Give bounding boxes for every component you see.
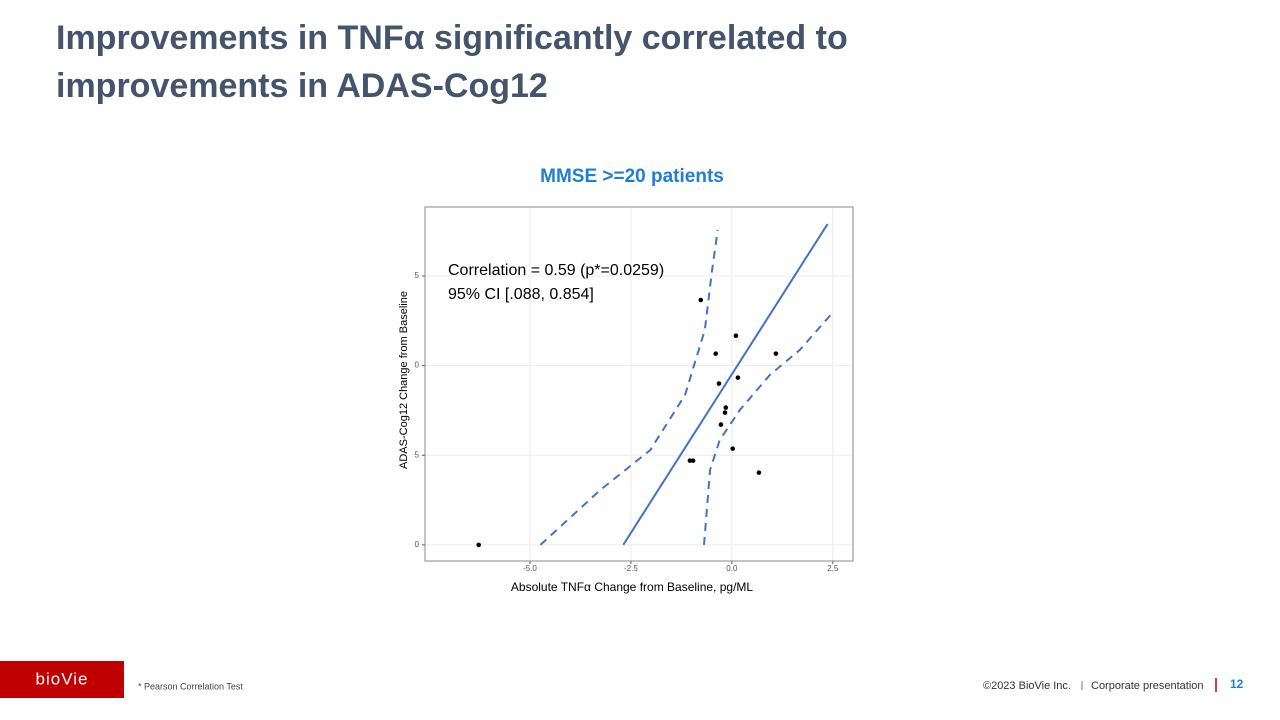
point	[716, 381, 722, 386]
point	[690, 458, 696, 463]
point	[735, 375, 741, 380]
ci-line	[539, 229, 719, 546]
annotation: Correlation = 0.59 (p*=0.0259)	[448, 262, 664, 279]
slide-title: Improvements in TNFα significantly corre…	[56, 19, 848, 105]
point	[723, 405, 729, 410]
point	[718, 422, 724, 427]
annotation: 95% CI [.088, 0.854]	[448, 286, 594, 303]
point	[713, 351, 719, 356]
point	[730, 446, 735, 451]
presentation: Corporate presentation	[1091, 680, 1204, 692]
y-tick-label: 5	[415, 271, 420, 280]
y-tick-label: 0	[415, 540, 420, 549]
point	[698, 297, 704, 303]
y-tick-label: 5	[415, 450, 420, 459]
x-axis-label: Absolute TNFα Change from Baseline, pg/M…	[511, 580, 753, 594]
y-axis-label: ADAS-Cog12 Change from Baseline	[398, 291, 410, 469]
x-tick-label: -2.5	[624, 564, 638, 573]
ci-line	[703, 312, 834, 545]
footnote: * Pearson Correlation Test	[138, 681, 243, 691]
point	[773, 351, 779, 356]
page-number: 12	[1230, 677, 1244, 691]
chart-title: MMSE >=20 patients	[540, 166, 724, 187]
x-tick-label: 2.5	[827, 564, 839, 573]
point	[733, 333, 739, 338]
point	[687, 458, 693, 463]
y-tick-label: 0	[415, 361, 420, 370]
x-tick-label: 0.0	[726, 564, 738, 573]
logo-box	[0, 661, 124, 698]
copyright: ©2023 BioVie Inc.	[983, 680, 1071, 692]
fit-line	[622, 223, 829, 546]
x-tick-label: -5.0	[523, 564, 537, 573]
plot-frame	[424, 206, 854, 562]
point	[756, 470, 762, 475]
logo: bioVie	[36, 669, 89, 688]
point	[722, 410, 728, 415]
point	[476, 542, 482, 548]
